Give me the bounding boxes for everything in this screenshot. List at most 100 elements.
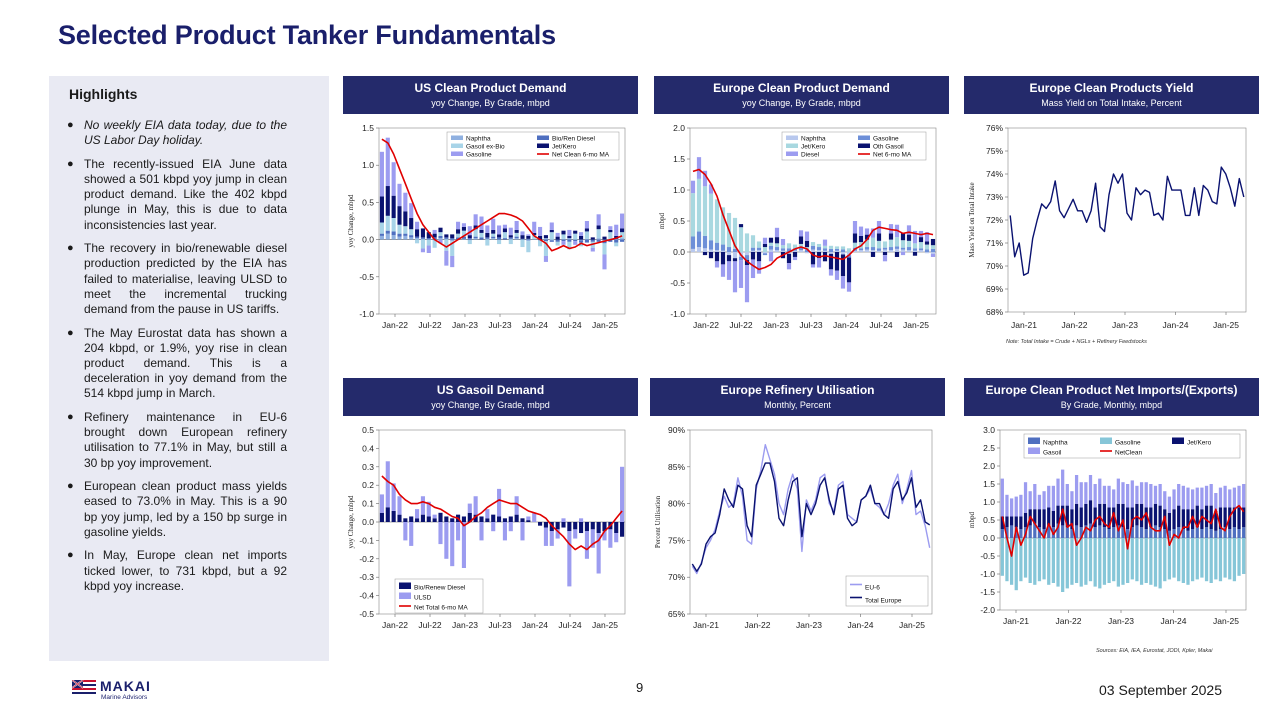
bar [497,488,502,517]
bar [1200,487,1204,510]
bar [508,238,513,240]
bar [385,461,390,508]
legend-label: Net Clean 6-mo MA [552,152,610,159]
bar [1107,538,1111,583]
bar [1126,484,1130,508]
bar [1242,527,1246,538]
bar [1149,507,1153,528]
bar [1047,507,1051,526]
bar [479,216,484,230]
bar [409,516,414,522]
bar [479,522,484,541]
bar [543,238,548,240]
chart-europe-refinery-utilisation: Europe Refinery Utilisation Monthly, Per… [650,378,945,678]
bar [912,230,918,244]
bar [786,263,792,270]
bar [415,518,420,522]
bar [780,245,786,249]
y-tick-label: 1.5 [983,479,995,489]
bar [1074,475,1079,504]
bar [561,522,566,528]
bar [1014,516,1018,528]
x-tick-label: Jan-24 [1163,320,1189,330]
bar [1056,538,1060,587]
bar [1228,529,1232,538]
bar [584,239,589,243]
bar [876,248,882,251]
bar [894,246,900,249]
bar [804,231,810,241]
bar [702,170,708,187]
chart-subtitle: yoy Change, By Grade, mbpd [742,98,861,108]
bar [526,520,531,522]
bar [810,264,816,268]
y-tick-label: 0.5 [983,515,995,525]
bar [792,256,798,261]
bar [1200,509,1204,529]
bar [852,250,858,252]
bar [702,252,708,256]
bar [620,238,625,240]
bar [415,509,420,519]
bar [520,235,525,239]
bar [602,236,607,240]
bar [438,512,443,522]
highlight-item: ● The May Eurostat data has shown a 204 k… [67,325,287,401]
bar [864,249,870,252]
bar [1158,505,1162,528]
bar [479,516,484,522]
bullet-icon: ● [67,480,74,493]
bar [1079,527,1083,538]
legend-swatch [451,135,463,140]
legend-swatch [1028,447,1040,454]
bar [924,249,930,252]
chart-subtitle: yoy Change, By Grade, mbpd [431,400,550,410]
bar [444,239,449,251]
bar [834,252,840,271]
x-tick-label: Jan-23 [1112,320,1138,330]
bar [403,192,408,212]
x-tick-label: Jan-21 [1011,320,1037,330]
bar [1130,480,1134,508]
bar [438,232,443,236]
y-tick-label: 1.0 [362,160,374,170]
x-tick-label: Jul-24 [558,620,581,630]
bar [584,531,589,559]
bar [1181,538,1185,583]
y-tick-label: 85% [668,462,685,472]
bar [1033,509,1037,524]
bar [579,239,584,241]
bar [1098,525,1102,538]
bar [732,261,738,293]
bar [1195,527,1199,538]
bar [1135,538,1139,582]
bar [1181,529,1185,538]
bar [1023,538,1028,578]
bar [804,240,810,248]
bar [590,237,595,240]
y-tick-label: 0.0 [362,235,374,245]
bar [561,239,566,242]
legend-label: Diesel [801,152,820,159]
bar [1014,496,1018,517]
bar [614,522,619,534]
bar [543,241,548,256]
bar [858,235,864,243]
y-tick-label: -0.5 [980,551,995,561]
legend-label: Gasoline [873,136,899,143]
bar [1116,538,1120,587]
legend-label: Gasoil [1043,450,1062,457]
bar [798,236,804,244]
bar [1139,538,1144,585]
chart-europe-clean-demand: Europe Clean Product Demand yoy Change, … [654,76,949,342]
bar [461,223,466,227]
bar [397,233,402,237]
bar [555,239,560,242]
bar [798,250,804,252]
y-tick-label: 1.0 [983,497,995,507]
bar [391,483,396,511]
bar [1172,529,1176,538]
bar [426,501,431,517]
bar [479,229,484,233]
bar [876,233,882,241]
